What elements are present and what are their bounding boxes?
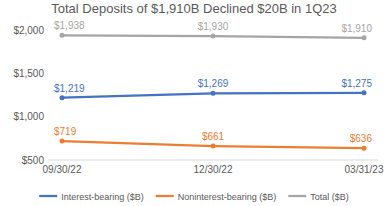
y-tick-label: $1,500 bbox=[13, 68, 44, 79]
y-tick-label: $1,000 bbox=[13, 111, 44, 122]
y-tick bbox=[45, 116, 48, 117]
legend-item: Interest-bearing ($B) bbox=[39, 192, 144, 202]
chart: Total Deposits of $1,910B Declined $20B … bbox=[0, 0, 388, 206]
y-tick-label: $2,000 bbox=[13, 25, 44, 36]
plot-area bbox=[60, 33, 367, 151]
x-tick-label: 09/30/22 bbox=[43, 164, 82, 175]
data-labels: $1,219 $1,269 $1,275 $719 $661 $636 $1,938 $1,9… bbox=[54, 20, 372, 144]
point-marker bbox=[362, 35, 367, 40]
data-label: $1,930 bbox=[198, 21, 229, 32]
point-marker bbox=[211, 91, 216, 96]
x-tick-label: 12/30/22 bbox=[194, 164, 233, 175]
legend-swatch bbox=[288, 195, 306, 197]
y-tick bbox=[45, 73, 48, 74]
x-tick-label: 03/31/23 bbox=[345, 164, 384, 175]
point-marker bbox=[211, 144, 216, 149]
data-label: $661 bbox=[202, 131, 225, 142]
point-marker bbox=[60, 33, 65, 38]
series-line bbox=[62, 141, 364, 148]
data-label: $719 bbox=[54, 126, 77, 137]
legend-label: Interest-bearing ($B) bbox=[61, 192, 144, 202]
legend-swatch bbox=[39, 195, 57, 197]
x-axis-line bbox=[48, 160, 378, 161]
point-marker bbox=[362, 90, 367, 95]
legend-item: Noninterest-bearing ($B) bbox=[156, 192, 277, 202]
legend: Interest-bearing ($B) Noninterest-bearing… bbox=[39, 192, 349, 202]
y-tick bbox=[45, 30, 48, 31]
data-label: $1,910 bbox=[341, 23, 372, 34]
data-label: $1,269 bbox=[198, 78, 229, 89]
y-tick bbox=[45, 160, 48, 161]
title: Total Deposits of $1,910B Declined $20B … bbox=[51, 1, 336, 16]
data-label: $1,938 bbox=[54, 20, 85, 31]
point-marker bbox=[211, 34, 216, 39]
y-tick-label: $500 bbox=[22, 155, 45, 166]
legend-label: Total ($B) bbox=[310, 192, 349, 202]
data-label: $636 bbox=[350, 133, 373, 144]
point-marker bbox=[60, 95, 65, 100]
data-label: $1,275 bbox=[341, 78, 372, 89]
legend-label: Noninterest-bearing ($B) bbox=[178, 192, 277, 202]
data-label: $1,219 bbox=[54, 83, 85, 94]
point-marker bbox=[60, 139, 65, 144]
legend-swatch bbox=[156, 195, 174, 197]
point-marker bbox=[362, 146, 367, 151]
legend-item: Total ($B) bbox=[288, 192, 349, 202]
